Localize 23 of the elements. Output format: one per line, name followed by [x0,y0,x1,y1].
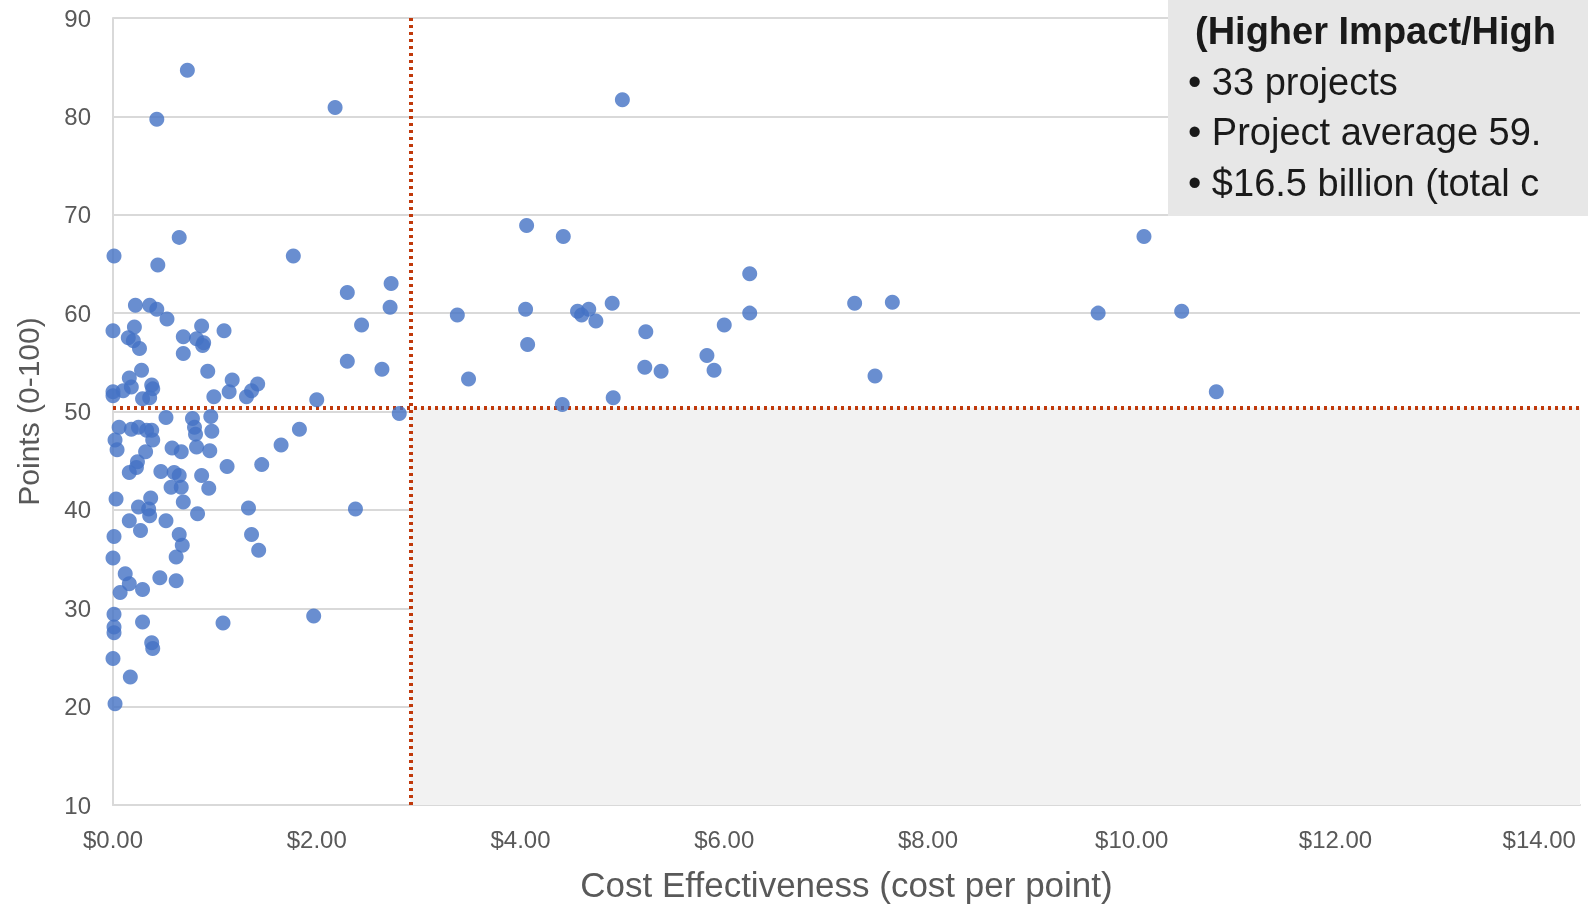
y-tick-label: 60 [64,299,91,327]
x-tick-label: $14.00 [1502,825,1576,853]
x-tick-label: $4.00 [490,825,551,853]
y-tick-label: 40 [64,496,91,524]
y-tick-label: 10 [64,791,91,819]
x-tick-label: $8.00 [897,825,959,853]
x-tick-label: $2.00 [286,825,347,853]
y-tick-label: 70 [64,201,91,229]
y-tick-label: 20 [64,693,91,721]
x-tick-label: $6.00 [694,825,755,853]
y-tick-label: 50 [64,398,91,425]
y-tick-label: 30 [64,594,91,622]
x-tick-label: $0.00 [82,825,144,853]
annotation: • $16.5 billion (total c [1188,161,1540,204]
x-tick-label: $10.00 [1095,825,1169,853]
x-tick-label: $12.00 [1298,825,1373,853]
annotation: • Project average 59. [1188,111,1542,153]
x-axis-title: Cost Effectiveness (cost per point) [580,865,1113,904]
y-tick-label: 80 [64,102,91,130]
annotation: (Higher Impact/High [1195,10,1557,52]
y-axis-title: Points (0-100) [11,317,45,506]
y-tick-label: 90 [64,4,91,32]
annotation: • 33 projects [1188,60,1398,103]
